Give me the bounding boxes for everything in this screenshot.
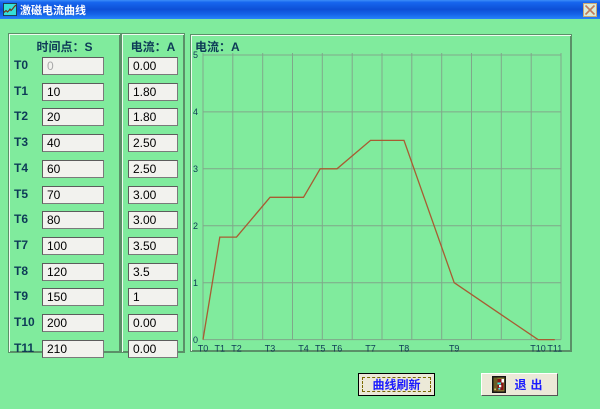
svg-text:T9: T9 bbox=[449, 344, 460, 353]
svg-text:2: 2 bbox=[193, 221, 198, 231]
svg-text:1: 1 bbox=[193, 278, 198, 288]
svg-text:T7: T7 bbox=[365, 344, 376, 353]
svg-text:T10: T10 bbox=[530, 344, 546, 353]
svg-text:T8: T8 bbox=[399, 344, 410, 353]
svg-text:T6: T6 bbox=[332, 344, 343, 353]
svg-text:T0: T0 bbox=[198, 344, 209, 353]
svg-text:T5: T5 bbox=[315, 344, 326, 353]
svg-text:4: 4 bbox=[193, 107, 198, 117]
svg-text:3: 3 bbox=[193, 164, 198, 174]
svg-text:T4: T4 bbox=[298, 344, 309, 353]
svg-text:T11: T11 bbox=[547, 344, 562, 353]
svg-text:5: 5 bbox=[193, 50, 198, 60]
svg-text:T1: T1 bbox=[215, 344, 226, 353]
svg-text:T2: T2 bbox=[231, 344, 242, 353]
svg-text:T3: T3 bbox=[265, 344, 276, 353]
